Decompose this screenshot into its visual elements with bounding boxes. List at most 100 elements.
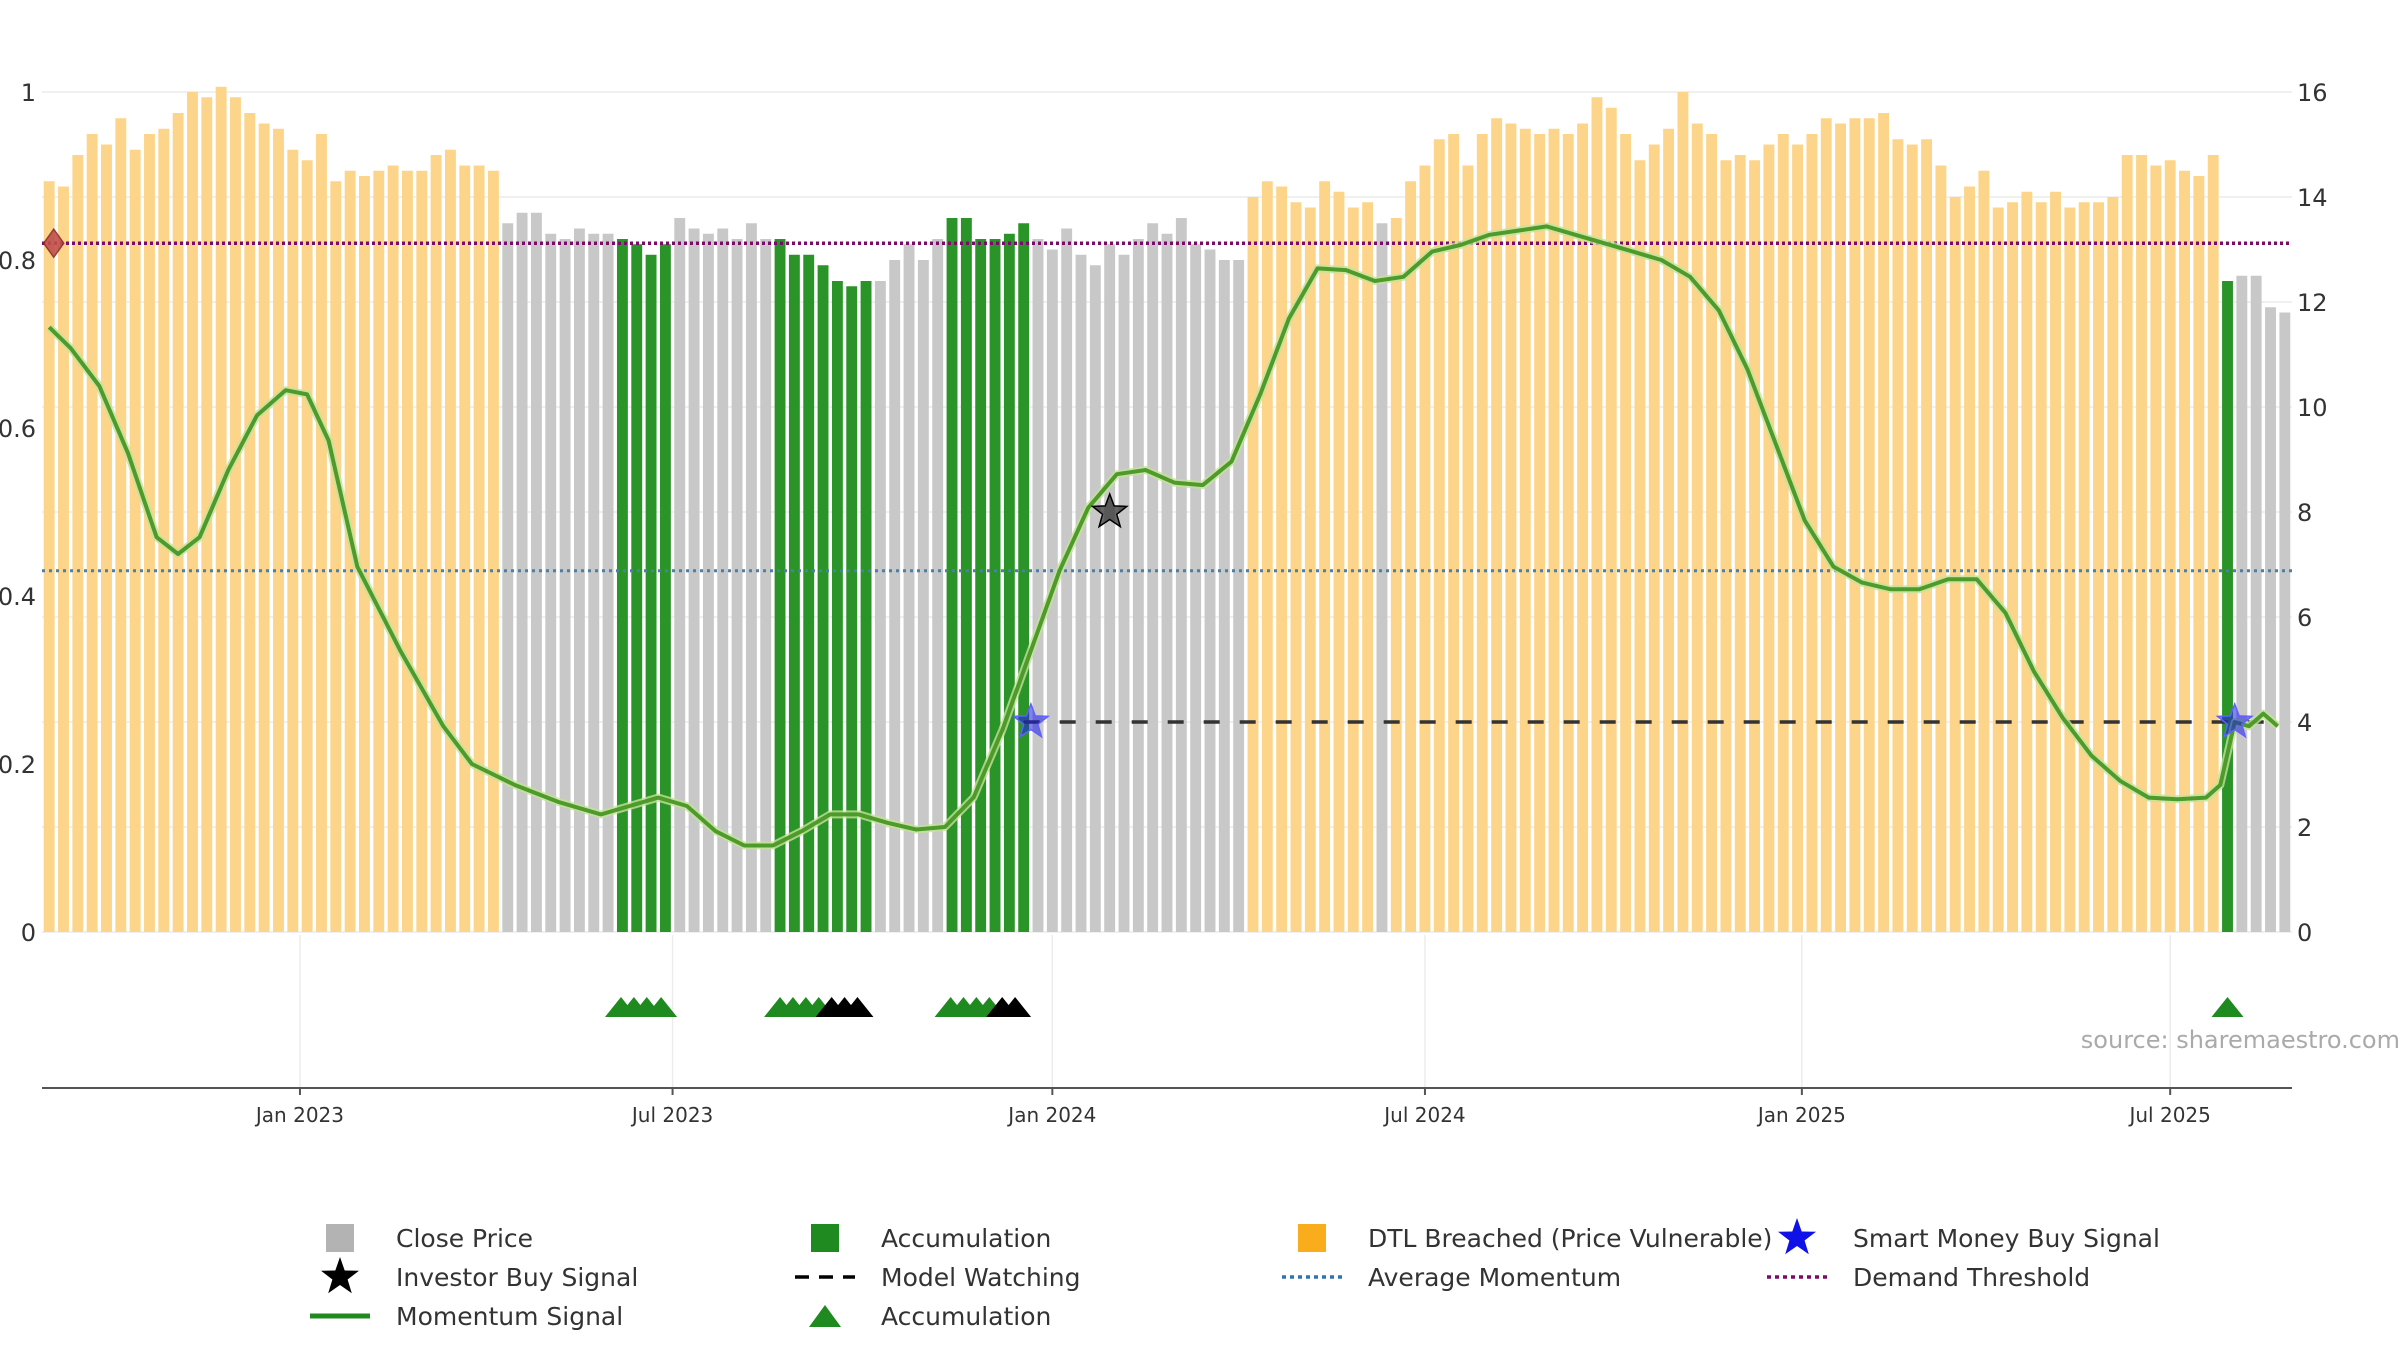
legend-label: Model Watching bbox=[881, 1263, 1081, 1292]
price-bar-dtl bbox=[1462, 165, 1474, 932]
price-bar-close bbox=[1118, 254, 1130, 932]
right-axis-tick-label: 14 bbox=[2297, 184, 2328, 212]
legend-swatch bbox=[326, 1224, 354, 1252]
price-bar-close bbox=[516, 212, 528, 932]
x-axis-tick-label: Jan 2024 bbox=[1006, 1103, 1096, 1127]
legend-label: DTL Breached (Price Vulnerable) bbox=[1368, 1224, 1772, 1253]
price-bar-close bbox=[917, 260, 929, 932]
left-axis-tick-label: 0.2 bbox=[0, 751, 36, 779]
price-bar-accumulation bbox=[788, 254, 800, 932]
price-bar-dtl bbox=[1935, 165, 1947, 932]
price-bar-close bbox=[903, 244, 915, 932]
price-bar-dtl bbox=[1605, 107, 1617, 932]
price-bar-dtl bbox=[1892, 139, 1904, 932]
price-bar-dtl bbox=[129, 149, 141, 932]
x-axis-tick-label: Jan 2023 bbox=[254, 1103, 344, 1127]
price-bar-dtl bbox=[58, 186, 69, 932]
accumulation-triangle-marker bbox=[999, 997, 1032, 1017]
legend-item: DTL Breached (Price Vulnerable) bbox=[1298, 1224, 1772, 1253]
price-bar-close bbox=[502, 223, 514, 932]
price-bar-dtl bbox=[1390, 218, 1402, 932]
price-bar-dtl bbox=[1978, 170, 1990, 932]
price-bar-accumulation bbox=[831, 281, 843, 932]
price-bar-close bbox=[745, 223, 757, 932]
x-axis-tick-label: Jan 2025 bbox=[1756, 1103, 1846, 1127]
price-bar-close bbox=[717, 228, 729, 932]
legend-item: Investor Buy Signal bbox=[321, 1257, 638, 1294]
price-bar-dtl bbox=[1247, 197, 1259, 932]
price-bar-dtl bbox=[359, 176, 370, 932]
threshold-diamond-marker bbox=[42, 227, 65, 259]
legend-label: Momentum Signal bbox=[396, 1302, 623, 1331]
price-bar-close bbox=[1376, 223, 1388, 932]
price-bar-dtl bbox=[373, 170, 385, 932]
legend-item: Smart Money Buy Signal bbox=[1778, 1218, 2160, 1255]
price-bar-accumulation bbox=[659, 244, 671, 932]
legend-label: Close Price bbox=[396, 1224, 533, 1253]
right-axis-tick-label: 6 bbox=[2297, 604, 2312, 632]
price-bar-close bbox=[573, 228, 585, 932]
price-bar-close bbox=[1061, 228, 1073, 932]
legend-label: Smart Money Buy Signal bbox=[1853, 1224, 2160, 1253]
legend-label: Average Momentum bbox=[1368, 1263, 1621, 1292]
price-bar-dtl bbox=[1820, 118, 1832, 932]
accumulation-triangle-marker bbox=[645, 997, 678, 1017]
right-axis-tick-label: 4 bbox=[2297, 709, 2312, 737]
price-bar-dtl bbox=[1333, 191, 1345, 932]
price-bar-dtl bbox=[1491, 118, 1503, 932]
price-bar-close bbox=[530, 212, 542, 932]
left-axis-tick-label: 0.4 bbox=[0, 583, 36, 611]
legend-item: Model Watching bbox=[795, 1263, 1081, 1292]
price-bar-dtl bbox=[244, 113, 256, 932]
price-bar-dtl bbox=[1749, 160, 1761, 932]
price-bars bbox=[43, 86, 2291, 932]
left-axis-tick-label: 0.6 bbox=[0, 415, 36, 443]
price-bar-dtl bbox=[1720, 160, 1732, 932]
price-bar-dtl bbox=[1906, 144, 1918, 932]
price-bar-close bbox=[545, 233, 557, 932]
price-bar-dtl bbox=[144, 134, 155, 932]
price-bar-close bbox=[932, 239, 944, 932]
price-bar-dtl bbox=[1706, 134, 1718, 932]
price-bar-dtl bbox=[86, 134, 98, 932]
price-bar-dtl bbox=[2164, 160, 2176, 932]
price-bar-dtl bbox=[301, 160, 313, 932]
price-bar-accumulation bbox=[846, 286, 858, 932]
left-axis-tick-label: 0 bbox=[21, 919, 36, 947]
price-bar-dtl bbox=[273, 128, 284, 932]
price-bar-dtl bbox=[1290, 202, 1302, 932]
price-bar-dtl bbox=[1691, 123, 1703, 932]
price-bar-close bbox=[1147, 223, 1159, 932]
price-bar-dtl bbox=[215, 86, 227, 932]
price-bar-dtl bbox=[1577, 123, 1589, 932]
price-bar-accumulation bbox=[803, 254, 815, 932]
price-bar-dtl bbox=[187, 92, 198, 932]
price-bar-dtl bbox=[2207, 155, 2219, 932]
price-bar-accumulation bbox=[975, 239, 987, 932]
price-bar-accumulation bbox=[616, 239, 628, 932]
price-bar-dtl bbox=[172, 113, 184, 932]
legend-swatch bbox=[811, 1224, 839, 1252]
price-bar-dtl bbox=[1992, 207, 2004, 932]
legend-label: Accumulation bbox=[881, 1224, 1051, 1253]
price-bar-dtl bbox=[2021, 191, 2033, 932]
legend-item: Close Price bbox=[326, 1224, 533, 1253]
price-bar-dtl bbox=[1863, 118, 1875, 932]
price-bar-dtl bbox=[1777, 134, 1789, 932]
price-bar-dtl bbox=[473, 165, 485, 932]
price-bar-dtl bbox=[2150, 165, 2162, 932]
price-bar-close bbox=[1032, 239, 1044, 932]
price-bar-close bbox=[1218, 260, 1230, 932]
price-bar-dtl bbox=[1261, 181, 1273, 932]
price-bar-dtl bbox=[459, 165, 471, 932]
price-bar-dtl bbox=[1835, 123, 1847, 932]
price-bar-accumulation bbox=[817, 265, 829, 932]
price-bar-dtl bbox=[101, 144, 112, 932]
price-bar-close bbox=[1175, 218, 1187, 932]
price-bar-dtl bbox=[1419, 165, 1431, 932]
legend-item: Average Momentum bbox=[1282, 1263, 1621, 1292]
legend-triangle-icon bbox=[809, 1305, 841, 1327]
price-bar-close bbox=[731, 239, 743, 932]
price-bar-dtl bbox=[1792, 144, 1804, 932]
accumulation-triangles bbox=[604, 997, 2244, 1017]
